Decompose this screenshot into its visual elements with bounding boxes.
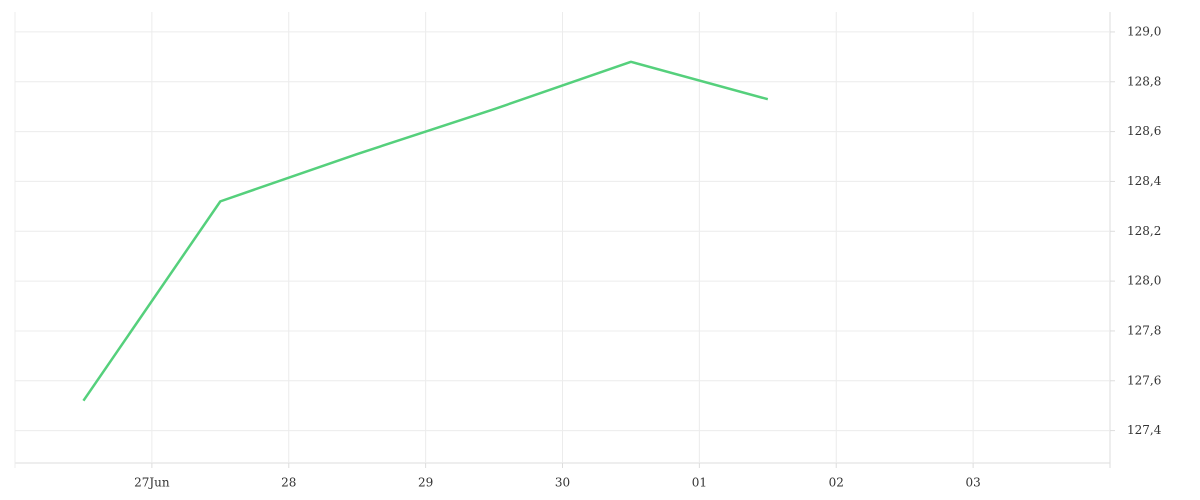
x-tick-label: 27Jun xyxy=(134,476,170,490)
x-tick-label: 01 xyxy=(692,476,707,490)
y-tick-label: 128,0 xyxy=(1127,274,1161,288)
x-tick-label: 03 xyxy=(965,476,980,490)
y-tick-label: 129,0 xyxy=(1127,24,1161,38)
x-tick-label: 29 xyxy=(418,476,433,490)
x-tick-label: 28 xyxy=(281,476,296,490)
line xyxy=(82,60,769,402)
x-tick-label: 02 xyxy=(829,476,844,490)
y-tick-label: 128,4 xyxy=(1127,174,1162,188)
y-tick-label: 127,6 xyxy=(1127,373,1161,387)
y-tick-label: 128,8 xyxy=(1127,74,1161,88)
x-tick-label: 30 xyxy=(555,476,570,490)
y-tick-label: 128,6 xyxy=(1127,124,1161,138)
y-tick-label: 127,8 xyxy=(1127,323,1161,337)
y-tick-label: 128,2 xyxy=(1127,224,1161,238)
y-tick-label: 127,4 xyxy=(1127,423,1162,437)
